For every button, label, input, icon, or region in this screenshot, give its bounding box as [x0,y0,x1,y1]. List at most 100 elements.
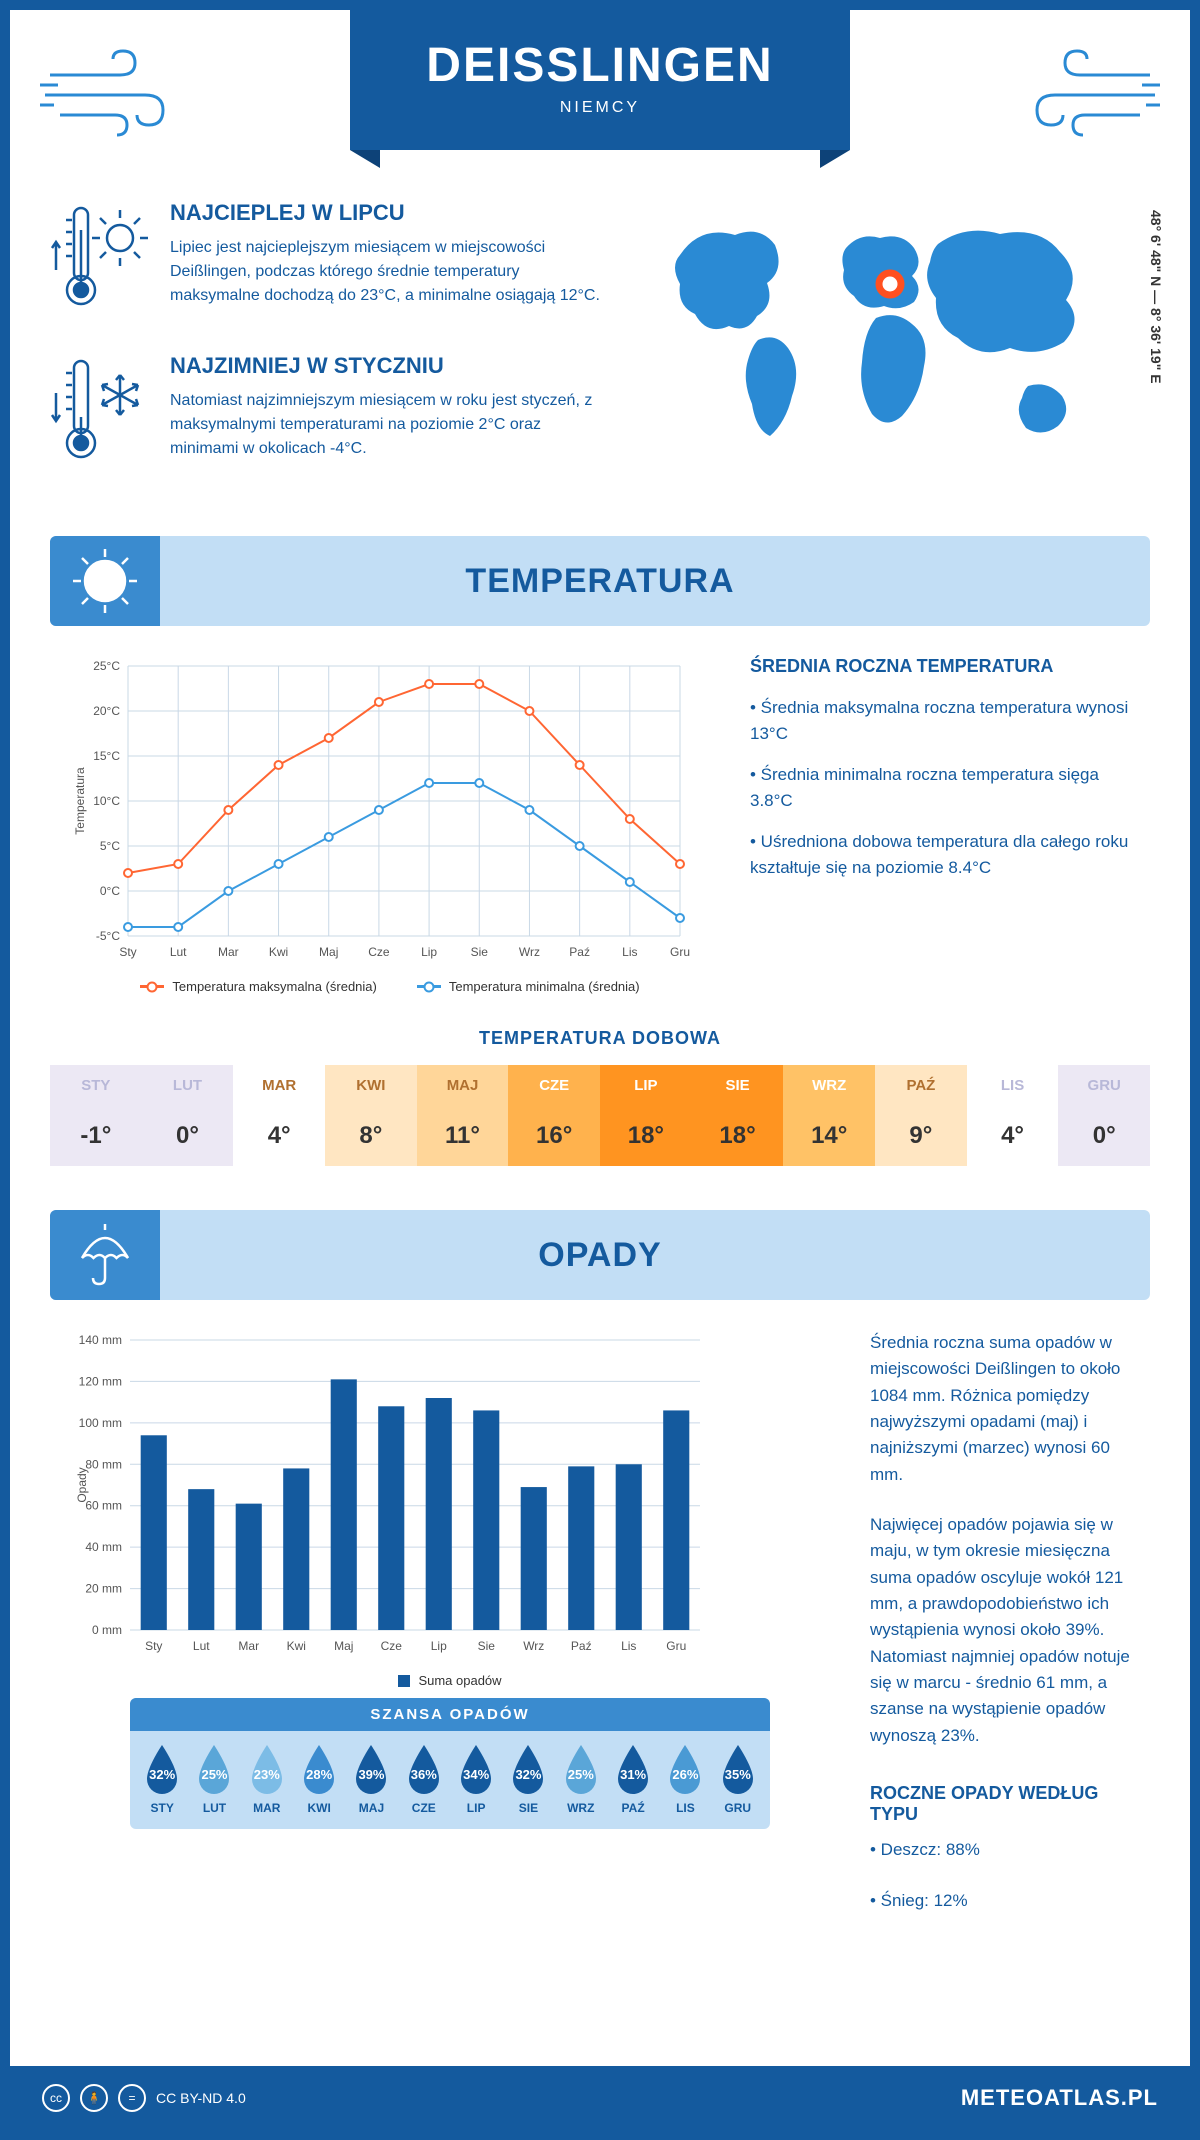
svg-text:Lut: Lut [170,945,187,959]
chance-drop: 39%MAJ [348,1743,394,1815]
daily-col: PAŹ9° [875,1065,967,1166]
precip-section-header: OPADY [50,1210,1150,1300]
by-icon: 🧍 [80,2084,108,2112]
svg-text:-5°C: -5°C [96,929,120,943]
svg-text:40 mm: 40 mm [85,1540,122,1554]
svg-text:60 mm: 60 mm [85,1499,122,1513]
svg-text:Sie: Sie [478,1639,496,1653]
chance-drop: 34%LIP [453,1743,499,1815]
svg-text:Kwi: Kwi [287,1639,306,1653]
svg-text:Opady: Opady [75,1467,89,1502]
svg-text:Paź: Paź [569,945,590,959]
warmest-title: NAJCIEPLEJ W LIPCU [170,200,610,226]
precip-p1: Średnia roczna suma opadów w miejscowośc… [870,1330,1130,1488]
daily-col: WRZ14° [783,1065,875,1166]
annual-temp-b3: • Uśredniona dobowa temperatura dla całe… [750,829,1130,880]
warmest-text: Lipiec jest najcieplejszym miesiącem w m… [170,236,610,308]
thermometer-sun-icon [50,200,150,325]
annual-temp-b1: • Średnia maksymalna roczna temperatura … [750,695,1130,746]
daily-col: MAR4° [233,1065,325,1166]
svg-text:Lut: Lut [193,1639,210,1653]
daily-temp-table: STY-1°LUT0°MAR4°KWI8°MAJ11°CZE16°LIP18°S… [50,1065,1150,1166]
cc-icon: cc [42,2084,70,2112]
svg-text:Cze: Cze [381,1639,403,1653]
chance-drop: 36%CZE [401,1743,447,1815]
svg-text:Temperatura: Temperatura [73,767,87,835]
chance-drop: 31%PAŹ [610,1743,656,1815]
wind-icon [980,35,1160,150]
thermometer-snow-icon [50,353,150,478]
svg-text:Lip: Lip [431,1639,447,1653]
wind-icon [40,35,220,150]
precip-snow: • Śnieg: 12% [870,1888,1130,1914]
temperature-section-header: TEMPERATURA [50,536,1150,626]
city-name: DEISSLINGEN [350,38,850,93]
chance-drop: 32%STY [139,1743,185,1815]
svg-text:140 mm: 140 mm [79,1333,122,1347]
section-title: OPADY [538,1236,661,1275]
coldest-block: NAJZIMNIEJ W STYCZNIU Natomiast najzimni… [50,353,610,478]
svg-text:Kwi: Kwi [269,945,288,959]
svg-text:Lis: Lis [622,945,637,959]
chance-drop: 28%KWI [296,1743,342,1815]
nd-icon: = [118,2084,146,2112]
annual-temp-text: ŚREDNIA ROCZNA TEMPERATURA • Średnia mak… [750,656,1130,994]
chance-drop: 26%LIS [662,1743,708,1815]
svg-text:120 mm: 120 mm [79,1374,122,1388]
daily-col: MAJ11° [417,1065,509,1166]
svg-text:Lip: Lip [421,945,437,959]
daily-temp-title: TEMPERATURA DOBOWA [10,1028,1190,1049]
svg-text:0°C: 0°C [100,884,120,898]
warmest-block: NAJCIEPLEJ W LIPCU Lipiec jest najcieple… [50,200,610,325]
daily-col: LIP18° [600,1065,692,1166]
svg-text:Maj: Maj [334,1639,353,1653]
precip-type-title: ROCZNE OPADY WEDŁUG TYPU [870,1783,1130,1825]
svg-text:Sie: Sie [471,945,489,959]
site-name: METEOATLAS.PL [961,2085,1158,2111]
svg-text:Wrz: Wrz [519,945,540,959]
license-block: cc 🧍 = CC BY-ND 4.0 [42,2084,246,2112]
header: DEISSLINGEN NIEMCY [10,10,1190,190]
daily-col: STY-1° [50,1065,142,1166]
svg-text:Paź: Paź [571,1639,592,1653]
temperature-line-chart: -5°C0°C5°C10°C15°C20°C25°CStyLutMarKwiMa… [70,656,710,994]
daily-col: KWI8° [325,1065,417,1166]
svg-text:Lis: Lis [621,1639,636,1653]
precip-text-block: Średnia roczna suma opadów w miejscowośc… [870,1330,1130,1938]
footer: cc 🧍 = CC BY-ND 4.0 METEOATLAS.PL [10,2066,1190,2130]
svg-text:10°C: 10°C [93,794,120,808]
legend-min: .legend-item:nth-child(2) .legend-swatch… [417,979,640,994]
chance-drop: 32%SIE [505,1743,551,1815]
sun-icon [50,536,160,626]
title-banner: DEISSLINGEN NIEMCY [350,10,850,150]
svg-text:80 mm: 80 mm [85,1457,122,1471]
svg-text:20°C: 20°C [93,704,120,718]
license-text: CC BY-ND 4.0 [156,2090,246,2106]
chance-drop: 23%MAR [244,1743,290,1815]
svg-text:0 mm: 0 mm [92,1623,122,1637]
svg-text:Mar: Mar [218,945,239,959]
svg-text:5°C: 5°C [100,839,120,853]
coldest-text: Natomiast najzimniejszym miesiącem w rok… [170,389,610,461]
precipitation-bar-chart: 0 mm20 mm40 mm60 mm80 mm100 mm120 mm140 … [70,1330,830,1688]
svg-text:20 mm: 20 mm [85,1582,122,1596]
chance-title: SZANSA OPADÓW [130,1698,770,1731]
precip-chance-box: SZANSA OPADÓW 32%STY25%LUT23%MAR28%KWI39… [130,1698,770,1829]
annual-temp-title: ŚREDNIA ROCZNA TEMPERATURA [750,656,1130,677]
svg-text:Gru: Gru [670,945,690,959]
daily-col: LIS4° [967,1065,1059,1166]
summary-row: NAJCIEPLEJ W LIPCU Lipiec jest najcieple… [10,190,1190,536]
section-title: TEMPERATURA [465,562,734,601]
daily-col: CZE16° [508,1065,600,1166]
svg-text:Sty: Sty [119,945,136,959]
umbrella-icon [50,1210,160,1300]
coldest-title: NAJZIMNIEJ W STYCZNIU [170,353,610,379]
chance-drop: 25%WRZ [558,1743,604,1815]
chance-drop: 35%GRU [715,1743,761,1815]
world-map [650,200,1110,460]
precip-rain: • Deszcz: 88% [870,1837,1130,1863]
svg-text:Mar: Mar [238,1639,259,1653]
svg-text:Wrz: Wrz [523,1639,544,1653]
svg-text:Gru: Gru [666,1639,686,1653]
daily-col: LUT0° [142,1065,234,1166]
